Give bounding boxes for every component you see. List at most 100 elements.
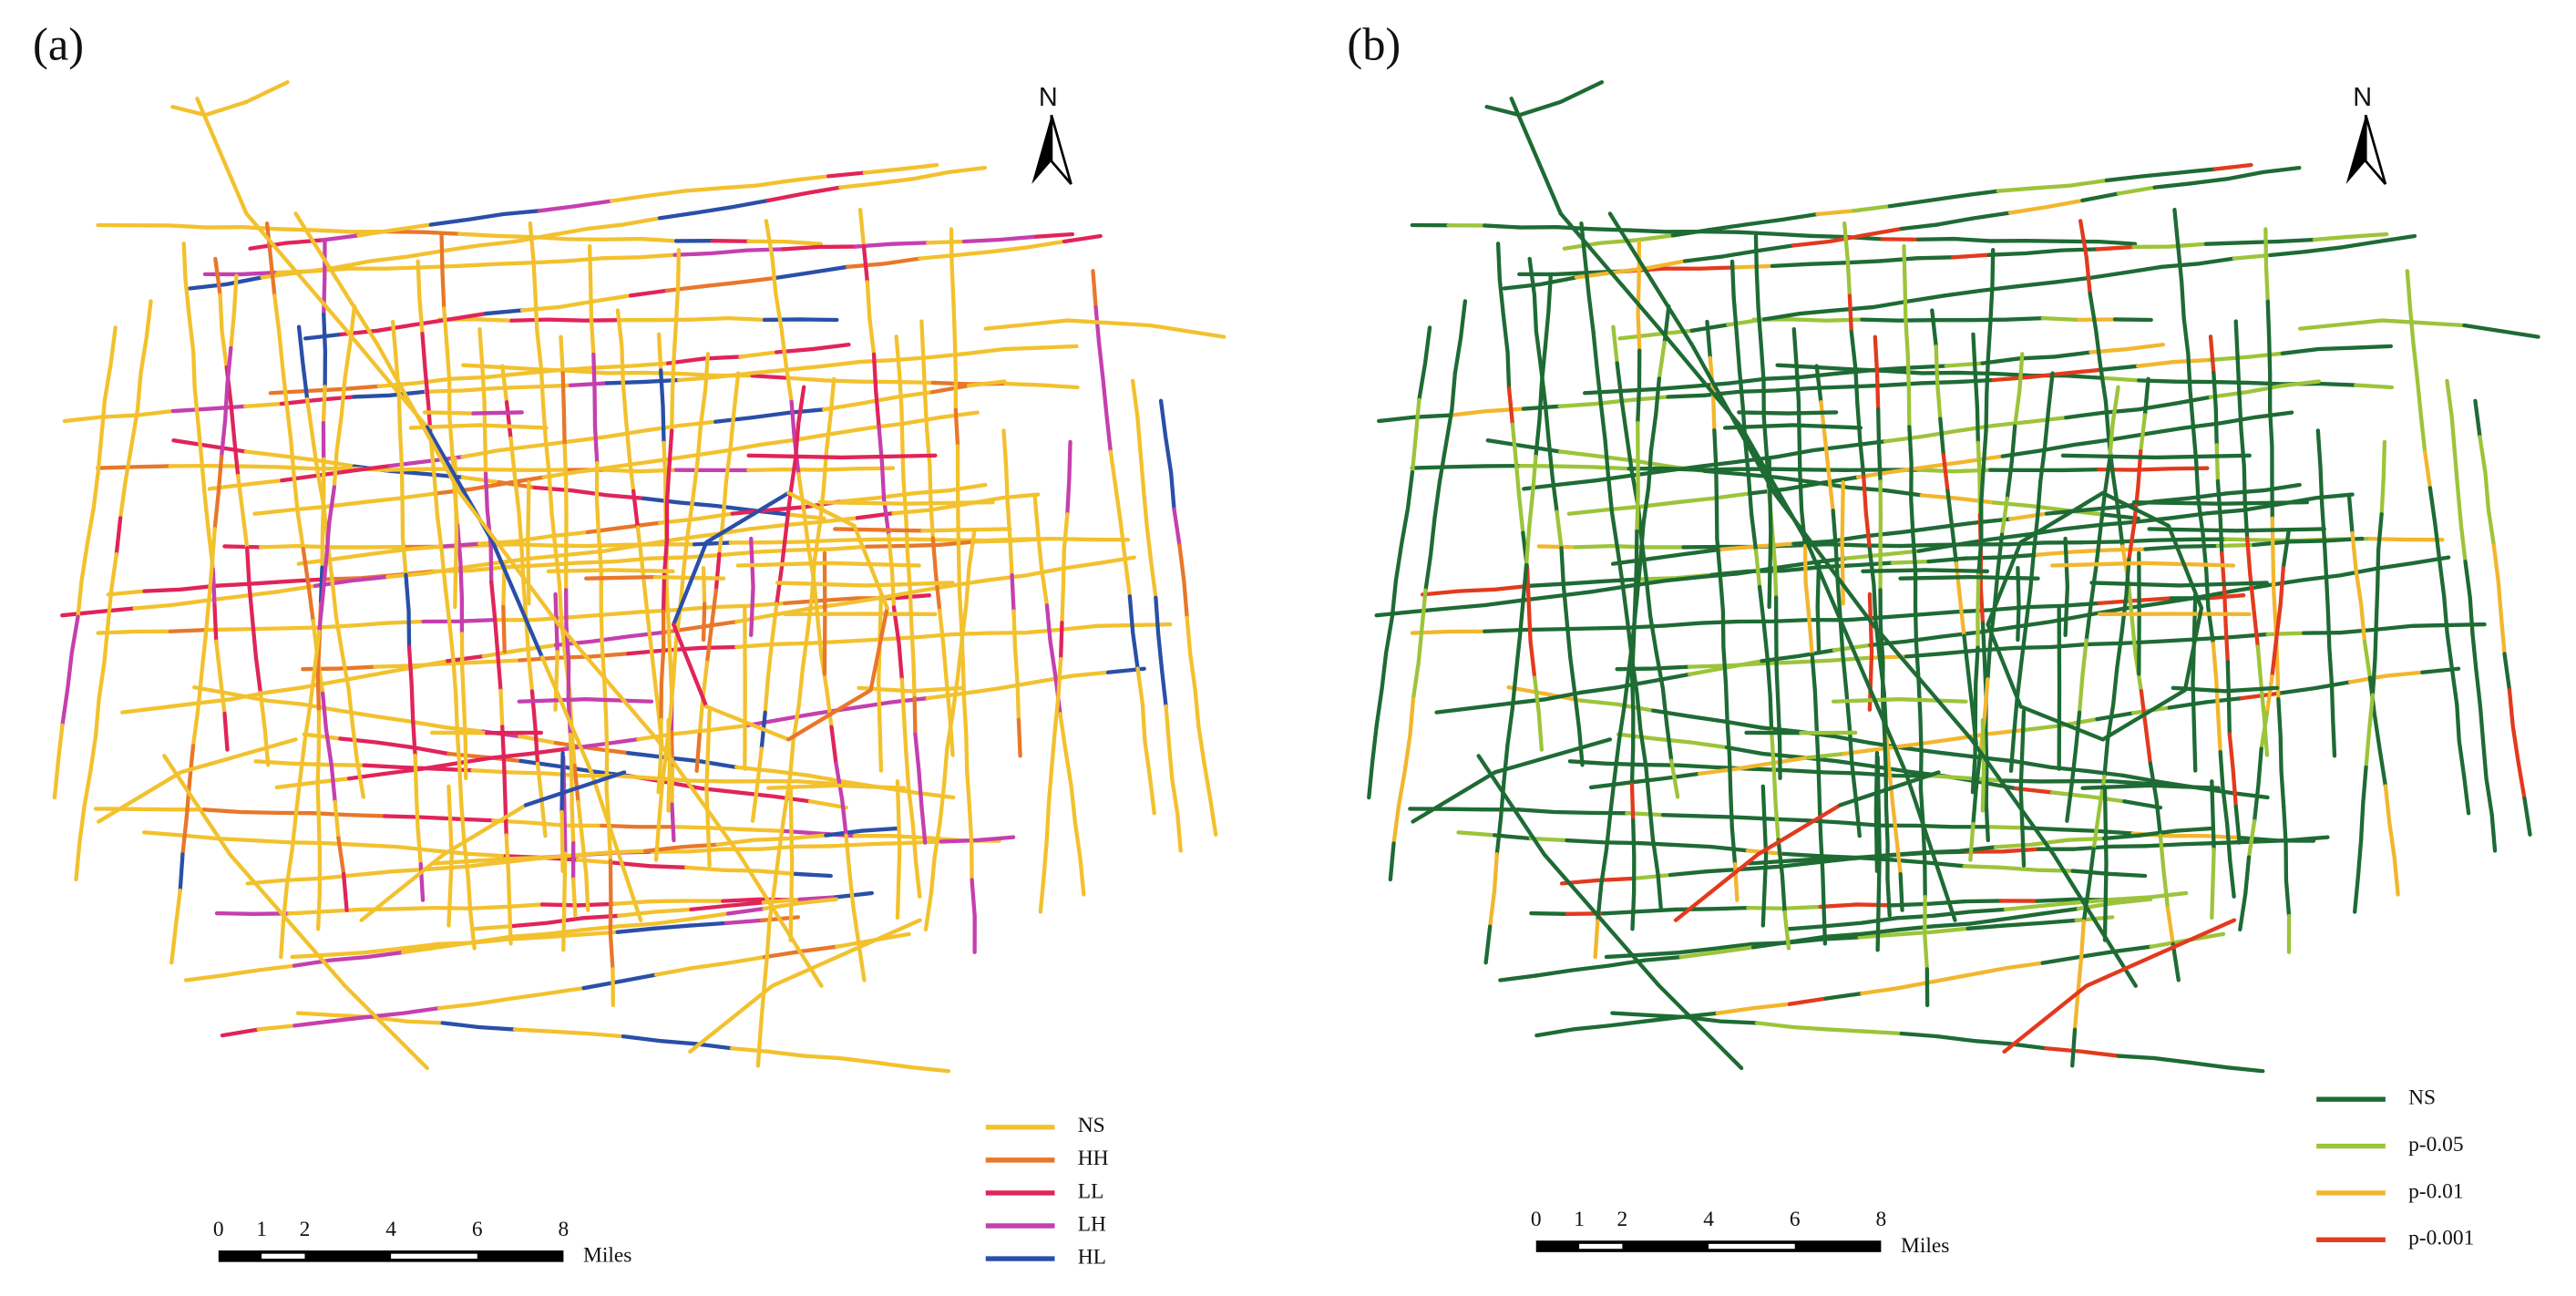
road [1038, 838, 1049, 914]
road [652, 574, 726, 581]
road [264, 221, 277, 298]
road [1757, 584, 1766, 625]
road [1861, 568, 1927, 573]
road [915, 790, 956, 800]
road [498, 688, 505, 729]
road [2374, 622, 2487, 632]
road [1060, 548, 1066, 625]
road [1938, 417, 1946, 458]
road [330, 578, 351, 691]
road [2201, 532, 2216, 646]
road [1644, 578, 1658, 654]
road [2215, 478, 2224, 556]
road [921, 355, 929, 432]
road [2170, 501, 2283, 520]
road [1761, 621, 1774, 734]
road [1510, 422, 1525, 535]
road [500, 364, 509, 405]
road [781, 244, 858, 252]
road [519, 299, 597, 313]
road [1944, 361, 1985, 368]
road [1980, 718, 1986, 813]
road [1065, 318, 1153, 328]
road [656, 332, 663, 373]
road [1991, 416, 2068, 428]
road [244, 211, 429, 429]
road [1611, 324, 1619, 365]
road [2015, 660, 2024, 701]
road [2218, 749, 2232, 863]
road [605, 370, 682, 376]
road [349, 619, 426, 628]
road [1670, 228, 1711, 238]
road [52, 723, 65, 800]
road [1846, 379, 1960, 389]
road [501, 604, 507, 653]
road [354, 758, 365, 799]
road [724, 371, 741, 484]
road [773, 847, 782, 888]
road [1774, 439, 1888, 459]
road [204, 625, 317, 633]
road [539, 556, 652, 568]
road [184, 744, 196, 820]
road [1484, 79, 1605, 118]
road [441, 541, 482, 549]
road [442, 306, 449, 347]
road [212, 454, 224, 531]
road [240, 225, 317, 232]
road [320, 233, 361, 242]
road [196, 422, 208, 499]
road [1596, 846, 1609, 923]
road [2270, 516, 2278, 629]
road [508, 436, 517, 477]
road [704, 709, 712, 791]
road [1867, 546, 1882, 660]
road [1529, 910, 1570, 916]
road [2239, 427, 2250, 540]
road [2024, 239, 2065, 243]
road [1498, 973, 1539, 982]
road [594, 460, 603, 574]
road [1177, 543, 1189, 620]
road [774, 342, 851, 355]
road [618, 317, 694, 323]
road [1524, 567, 1537, 680]
road [222, 711, 230, 752]
road [248, 238, 324, 251]
road [720, 868, 797, 876]
road [871, 352, 881, 429]
road [1559, 876, 1637, 886]
road [672, 247, 785, 257]
road [604, 377, 682, 386]
road [734, 639, 847, 650]
road [1760, 655, 1873, 666]
road [2104, 170, 2181, 183]
road [1842, 742, 1919, 756]
road [1483, 223, 1559, 230]
road [2089, 342, 2165, 355]
road [1502, 744, 1510, 785]
road [950, 638, 964, 715]
road [657, 198, 771, 221]
road [245, 546, 251, 587]
road [2379, 439, 2387, 517]
road [1411, 588, 1428, 701]
road [457, 766, 467, 842]
road [1456, 830, 1497, 838]
road [609, 568, 675, 573]
road [1873, 750, 1880, 873]
road [600, 252, 677, 261]
road [2276, 237, 2317, 244]
road [735, 561, 921, 568]
road [1518, 463, 1631, 471]
road [362, 763, 403, 770]
road [462, 838, 473, 915]
road [1702, 468, 1815, 485]
road [904, 515, 914, 628]
road [507, 770, 583, 778]
road [862, 162, 939, 175]
road [1862, 474, 1873, 551]
road [2046, 371, 2055, 412]
